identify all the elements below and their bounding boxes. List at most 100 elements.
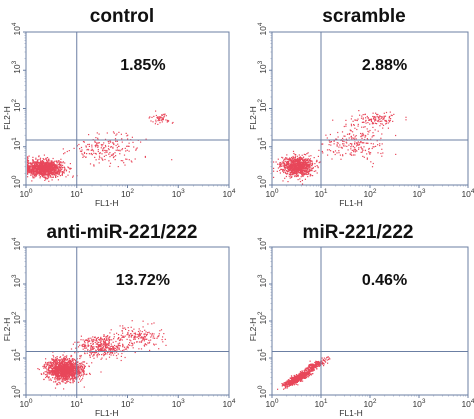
data-point <box>95 351 97 353</box>
data-point <box>39 171 41 173</box>
data-point <box>36 160 38 162</box>
data-point <box>50 370 52 372</box>
data-point <box>62 363 64 365</box>
data-point <box>37 170 39 172</box>
data-point <box>65 377 67 380</box>
data-point <box>57 364 59 366</box>
data-point <box>341 147 343 149</box>
data-point <box>305 154 307 156</box>
data-point <box>287 160 289 163</box>
data-point <box>84 345 86 347</box>
data-point <box>78 372 80 374</box>
data-point <box>130 326 132 328</box>
data-point <box>61 174 63 176</box>
data-point <box>144 333 146 335</box>
data-point <box>43 373 45 375</box>
data-point <box>351 149 353 151</box>
data-point <box>47 372 49 374</box>
data-point <box>98 354 100 356</box>
data-point <box>68 373 70 375</box>
data-point <box>310 370 312 372</box>
data-point <box>362 142 364 144</box>
data-point <box>336 144 338 146</box>
data-point <box>71 355 73 357</box>
data-point <box>72 371 74 374</box>
data-point <box>40 174 42 176</box>
data-point <box>366 128 368 130</box>
data-point <box>67 365 69 367</box>
data-point <box>79 364 81 366</box>
data-point <box>157 123 159 125</box>
data-point <box>134 336 136 338</box>
data-point <box>69 370 71 372</box>
data-point <box>53 373 55 375</box>
data-point <box>128 159 130 161</box>
data-point <box>56 173 58 175</box>
data-point <box>61 173 63 175</box>
data-point <box>279 169 281 172</box>
data-point <box>84 347 86 349</box>
data-point <box>103 354 106 356</box>
data-point <box>316 159 318 161</box>
data-point <box>39 166 41 168</box>
data-point <box>66 374 68 376</box>
data-point <box>101 347 103 349</box>
data-point <box>52 166 54 169</box>
data-point <box>304 158 306 160</box>
data-point <box>43 176 46 178</box>
data-point <box>77 371 79 373</box>
data-point <box>27 167 29 169</box>
data-point <box>305 163 308 165</box>
x-axis-label: FL1-H <box>95 198 119 208</box>
data-point <box>50 175 52 178</box>
data-point <box>41 174 43 177</box>
data-point <box>298 161 300 163</box>
data-point <box>54 361 56 363</box>
data-point <box>72 366 74 369</box>
data-point <box>388 119 390 121</box>
data-point <box>372 122 374 124</box>
data-point <box>383 118 385 120</box>
data-point <box>88 365 90 367</box>
data-point <box>368 131 370 133</box>
data-point <box>305 167 307 169</box>
data-point <box>55 366 57 368</box>
data-point <box>300 159 302 161</box>
y-tick-label: 102 <box>257 99 268 112</box>
data-point <box>363 126 365 128</box>
data-point <box>52 166 54 168</box>
data-point <box>305 172 307 174</box>
data-point <box>103 351 106 354</box>
data-point <box>37 169 39 171</box>
data-point <box>124 147 126 149</box>
data-point <box>340 146 342 148</box>
data-point <box>52 358 54 361</box>
data-point <box>54 373 56 376</box>
data-point <box>65 366 67 369</box>
data-point <box>289 159 291 161</box>
data-point <box>27 164 29 166</box>
data-point <box>48 365 50 368</box>
data-point <box>112 354 115 356</box>
data-point <box>103 341 105 343</box>
data-point <box>58 164 60 166</box>
data-point <box>108 340 110 342</box>
data-point <box>285 167 287 169</box>
data-point <box>116 357 118 359</box>
data-point <box>372 122 375 124</box>
data-point <box>103 338 105 340</box>
data-point <box>150 339 152 341</box>
data-point <box>273 170 275 172</box>
data-point <box>109 156 111 158</box>
data-point <box>95 146 97 148</box>
data-point <box>56 366 58 368</box>
data-point <box>372 143 374 145</box>
data-point <box>100 358 102 360</box>
data-point <box>48 176 50 178</box>
data-point <box>131 320 133 322</box>
data-point <box>162 118 164 120</box>
data-point <box>72 377 74 379</box>
data-point <box>303 153 305 155</box>
x-tick-label: 101 <box>314 188 327 199</box>
data-point <box>81 149 83 151</box>
